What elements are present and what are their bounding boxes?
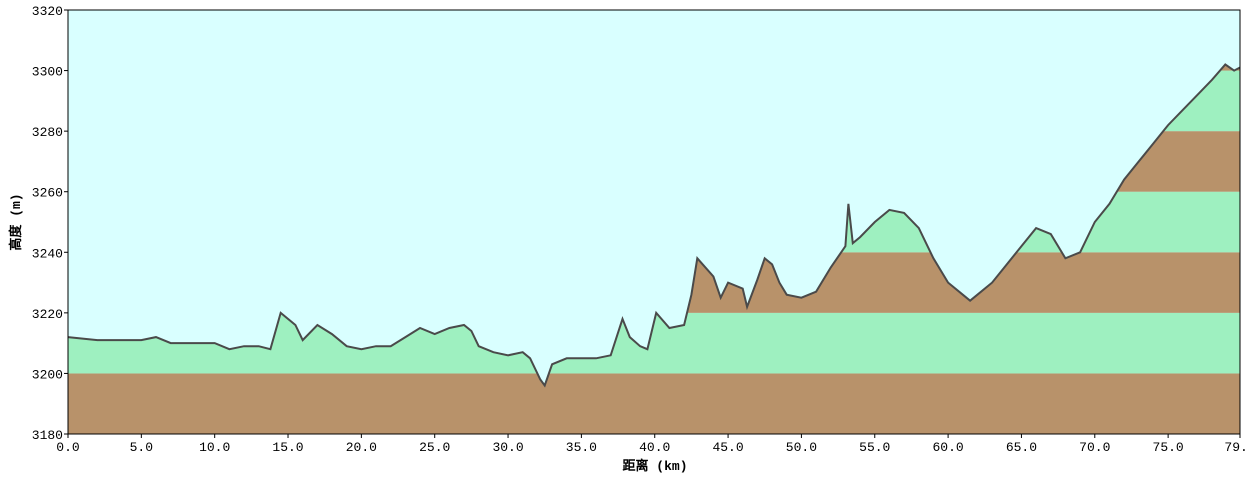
y-axis-label: 高度 (m): [8, 193, 24, 250]
x-tick-label: 10.0: [199, 440, 230, 455]
y-tick-label: 3220: [32, 307, 63, 322]
y-tick-label: 3200: [32, 367, 63, 382]
x-tick-label: 60.0: [932, 440, 963, 455]
x-tick-label: 20.0: [346, 440, 377, 455]
elevation-line: [67, 63, 1241, 388]
plot-frame: [67, 9, 1241, 435]
x-tick-label: 5.0: [130, 440, 153, 455]
x-tick-label: 70.0: [1079, 440, 1110, 455]
y-tick-label: 3240: [32, 246, 63, 261]
x-tick-label: 25.0: [419, 440, 450, 455]
y-tick-label: 3260: [32, 186, 63, 201]
x-tick-label: 35.0: [566, 440, 597, 455]
x-tick-label: 65.0: [1006, 440, 1037, 455]
x-tick-label: 75.0: [1153, 440, 1184, 455]
y-tick-label: 3300: [32, 65, 63, 80]
x-tick-label: 55.0: [859, 440, 890, 455]
y-tick-label: 3280: [32, 125, 63, 140]
x-tick-label: 30.0: [492, 440, 523, 455]
x-tick-label: 0.0: [56, 440, 79, 455]
y-tick-label: 3180: [32, 428, 63, 443]
x-tick-label: 45.0: [712, 440, 743, 455]
y-tick-label: 3320: [32, 4, 63, 19]
x-tick-label: 40.0: [639, 440, 670, 455]
x-axis-label: 距离 (km): [622, 458, 687, 474]
x-tick-label: 79.9: [1224, 440, 1246, 455]
x-tick-label: 50.0: [786, 440, 817, 455]
elevation-band: [68, 373, 1240, 434]
x-tick-label: 15.0: [272, 440, 303, 455]
